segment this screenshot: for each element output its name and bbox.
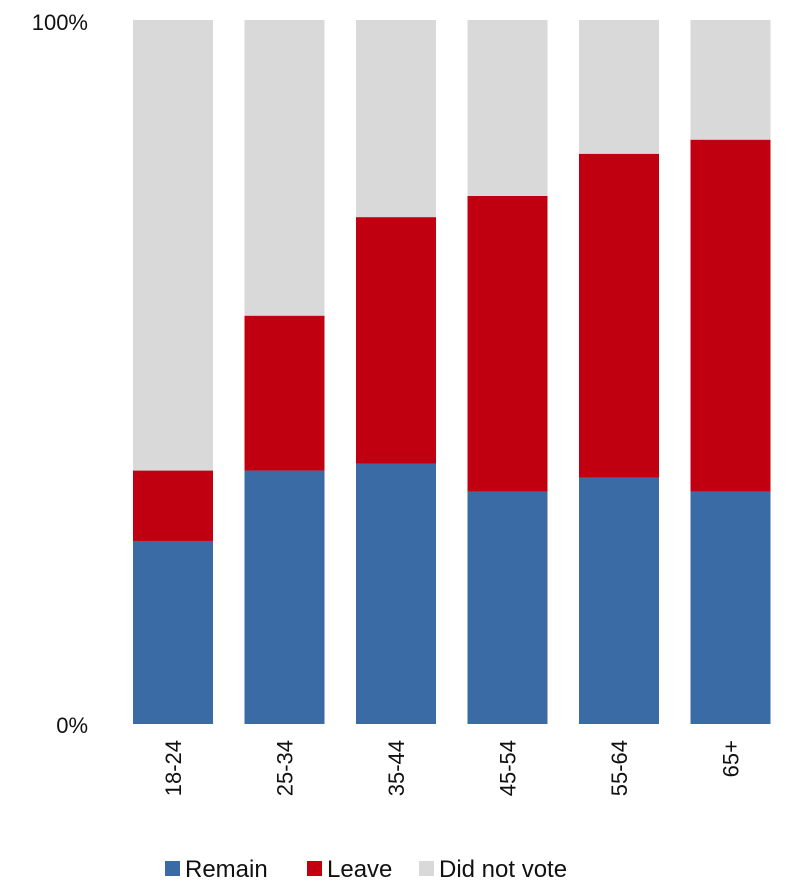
y-tick-label-top: 100% — [32, 10, 88, 35]
legend-swatch-did-not-vote — [419, 861, 434, 876]
x-tick-label-25-34: 25-34 — [273, 740, 298, 796]
bar-65+-did-not-vote — [690, 20, 771, 140]
legend-swatch-remain — [165, 861, 180, 876]
y-tick-label-bottom: 0% — [56, 713, 88, 738]
bars-group — [133, 20, 771, 724]
bar-45-54-remain — [467, 491, 548, 724]
bar-55-64-leave — [579, 153, 659, 478]
x-tick-label-18-24: 18-24 — [161, 740, 186, 796]
bar-25-34-did-not-vote — [244, 20, 325, 316]
legend-label-remain: Remain — [185, 856, 268, 883]
bar-35-44-leave — [356, 217, 436, 464]
bar-55-64-remain — [579, 477, 659, 724]
bar-35-44-remain — [356, 463, 436, 724]
bar-18-24-did-not-vote — [133, 20, 213, 471]
bar-55-64-did-not-vote — [579, 20, 659, 154]
x-tick-label-55-64: 55-64 — [607, 740, 632, 796]
bar-45-54-did-not-vote — [467, 20, 548, 196]
x-tick-label-65+: 65+ — [719, 740, 744, 777]
bar-25-34-remain — [244, 470, 325, 724]
x-tick-label-45-54: 45-54 — [496, 740, 521, 796]
bar-65+-remain — [690, 491, 771, 724]
legend: Remain Leave Did not vote — [165, 856, 567, 883]
legend-swatch-leave — [307, 861, 322, 876]
bar-25-34-leave — [244, 315, 325, 471]
bar-18-24-leave — [133, 470, 213, 541]
bar-45-54-leave — [467, 196, 548, 492]
bar-65+-leave — [690, 139, 771, 492]
x-tick-labels: 18-24 25-34 35-44 45-54 55-64 65+ — [161, 740, 744, 796]
legend-label-did-not-vote: Did not vote — [439, 856, 567, 883]
bar-18-24-remain — [133, 540, 213, 724]
legend-label-leave: Leave — [327, 856, 392, 883]
x-tick-label-35-44: 35-44 — [384, 740, 409, 796]
bar-35-44-did-not-vote — [356, 20, 436, 218]
